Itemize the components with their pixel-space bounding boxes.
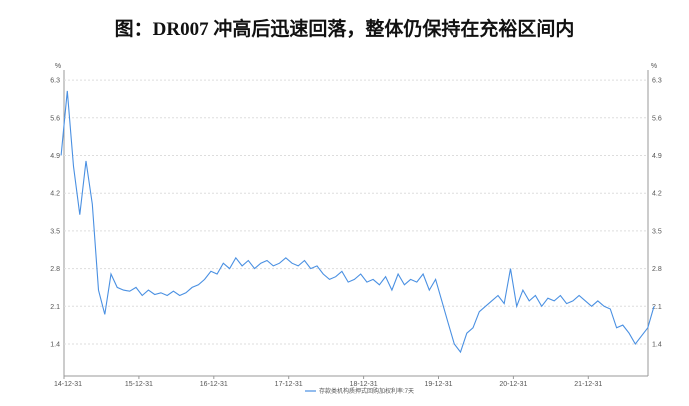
- y-tick-right: 3.5: [652, 228, 662, 235]
- y-tick-left: 2.1: [50, 304, 60, 311]
- legend-label: 存款类机构质押式回购加权利率:7天: [319, 387, 414, 395]
- y-tick-left: 6.3: [50, 78, 60, 85]
- x-tick-label: 18-12-31: [350, 381, 378, 388]
- y-tick-right: 4.2: [652, 191, 662, 198]
- x-tick-label: 16-12-31: [200, 381, 228, 388]
- y-unit-right: %: [651, 63, 657, 70]
- x-tick-label: 20-12-31: [499, 381, 527, 388]
- y-tick-right: 5.6: [652, 115, 662, 122]
- y-tick-right: 4.9: [652, 153, 662, 160]
- y-tick-right: 6.3: [652, 78, 662, 85]
- series-line: [60, 90, 655, 354]
- y-tick-left: 2.8: [50, 266, 60, 273]
- y-tick-right: 2.8: [652, 266, 662, 273]
- x-tick-label: 17-12-31: [275, 381, 303, 388]
- y-tick-left: 4.9: [50, 153, 60, 160]
- x-tick-label: 19-12-31: [424, 381, 452, 388]
- y-tick-left: 5.6: [50, 115, 60, 122]
- x-tick-label: 14-12-31: [54, 381, 82, 388]
- y-tick-right: 1.4: [652, 342, 662, 349]
- y-tick-left: 1.4: [50, 342, 60, 349]
- x-tick-label: 15-12-31: [125, 381, 153, 388]
- y-tick-right: 2.1: [652, 304, 662, 311]
- y-unit-left: %: [55, 63, 61, 70]
- y-tick-left: 3.5: [50, 228, 60, 235]
- y-tick-left: 4.2: [50, 191, 60, 198]
- chart-title: 图：DR007 冲高后迅速回落，整体仍保持在充裕区间内: [114, 19, 575, 40]
- x-tick-label: 21-12-31: [574, 381, 602, 388]
